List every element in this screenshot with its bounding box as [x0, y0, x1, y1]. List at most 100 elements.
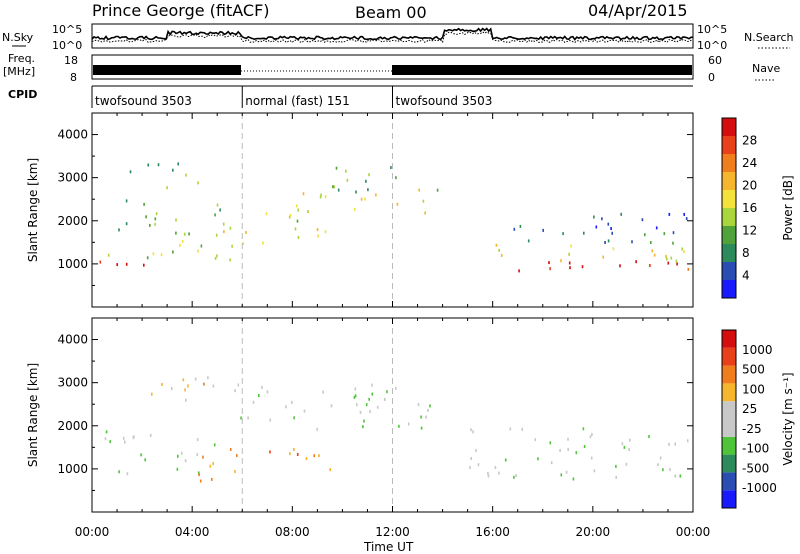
x-tick-label: 04:00: [175, 525, 210, 539]
cell: [583, 445, 586, 448]
cell: [417, 403, 420, 406]
cell: [107, 253, 110, 257]
cell: [172, 250, 174, 254]
cell: [369, 410, 371, 414]
cell: [320, 193, 322, 197]
cell: [329, 468, 331, 472]
colorbar-tick-label: -25: [742, 422, 762, 436]
cell: [384, 398, 386, 401]
cell: [161, 383, 163, 386]
cell: [129, 170, 132, 174]
cell: [655, 226, 658, 230]
cell: [559, 449, 561, 452]
cell: [322, 390, 324, 394]
nsky-tick-top: 10^5: [52, 23, 82, 36]
cell: [513, 227, 516, 231]
freq-tick-bottom: 8: [70, 71, 77, 84]
band-4: [223, 226, 327, 246]
cell: [669, 468, 671, 472]
cell: [581, 265, 584, 269]
cell: [202, 455, 204, 459]
cell: [591, 433, 593, 436]
cell: [668, 212, 671, 216]
cell: [521, 427, 523, 431]
cell: [125, 199, 128, 203]
cell: [675, 259, 678, 263]
date-title: 04/Apr/2015: [588, 1, 688, 20]
cell: [371, 383, 373, 387]
freq-label-line2: [MHz]: [3, 65, 35, 78]
cell: [590, 456, 593, 460]
colorbar-label: Power [dB]: [781, 175, 795, 240]
cell: [222, 222, 225, 226]
colorbar-swatch: [722, 454, 736, 473]
cell: [313, 454, 315, 458]
cell: [307, 210, 309, 213]
cell: [261, 386, 263, 389]
cell: [118, 470, 120, 474]
cell: [568, 261, 571, 265]
cell: [184, 388, 186, 392]
band-5: [469, 427, 689, 481]
freq-bar-right: [392, 65, 692, 75]
cell: [152, 252, 155, 256]
cell: [472, 430, 474, 434]
cell: [625, 462, 628, 466]
colorbar-swatch: [722, 347, 736, 366]
cell: [200, 244, 203, 248]
cell: [549, 267, 551, 271]
cell: [500, 253, 503, 257]
cell: [155, 212, 158, 216]
nsearch-label: N.Search: [744, 31, 794, 44]
cell: [375, 193, 377, 197]
cell: [620, 212, 622, 216]
cell: [151, 392, 153, 396]
cell: [504, 458, 507, 462]
x-tick-label: 16:00: [475, 525, 510, 539]
freq-tick-top: 18: [64, 54, 78, 67]
cell: [651, 249, 654, 253]
cell: [427, 408, 429, 412]
colorbar-frame: [721, 329, 737, 509]
cell: [124, 440, 126, 444]
cell: [289, 213, 292, 217]
cell: [487, 474, 490, 478]
cell: [149, 223, 151, 227]
cell: [593, 215, 595, 219]
power-colorbar: 4 8 12 16 20 24 28 Power [dB]: [721, 117, 795, 299]
cell: [214, 213, 216, 217]
power-panel: 1000 2000 3000 4000 Slant Range [km]: [26, 112, 694, 308]
colorbar-tick-label: 1000: [742, 343, 773, 357]
cell: [229, 448, 232, 451]
cell: [650, 241, 652, 244]
cell: [345, 169, 347, 173]
cell: [635, 260, 637, 264]
cell: [395, 176, 397, 180]
cell: [595, 225, 598, 229]
cell: [568, 252, 570, 256]
cell: [363, 419, 365, 423]
cell: [668, 442, 670, 446]
band-3: [129, 162, 199, 190]
cell: [569, 266, 571, 270]
colorbar-tick-label: -500: [742, 461, 769, 475]
colorbar-swatch: [722, 208, 736, 226]
cell: [353, 395, 356, 399]
cell: [631, 240, 633, 244]
scatter-cells: [99, 162, 690, 273]
cell: [364, 197, 366, 201]
colorbar-swatch: [722, 490, 736, 508]
cell: [133, 435, 135, 439]
cell: [657, 463, 659, 467]
cpid-label: CPID: [8, 88, 37, 101]
cell: [359, 410, 362, 414]
cell: [376, 405, 379, 409]
cell: [527, 239, 530, 243]
cell: [407, 422, 410, 426]
station-title: Prince George (fitACF): [92, 1, 270, 20]
cell: [386, 390, 388, 394]
nsearch-line: [91, 31, 694, 44]
cell: [269, 418, 271, 422]
cell: [593, 469, 596, 473]
